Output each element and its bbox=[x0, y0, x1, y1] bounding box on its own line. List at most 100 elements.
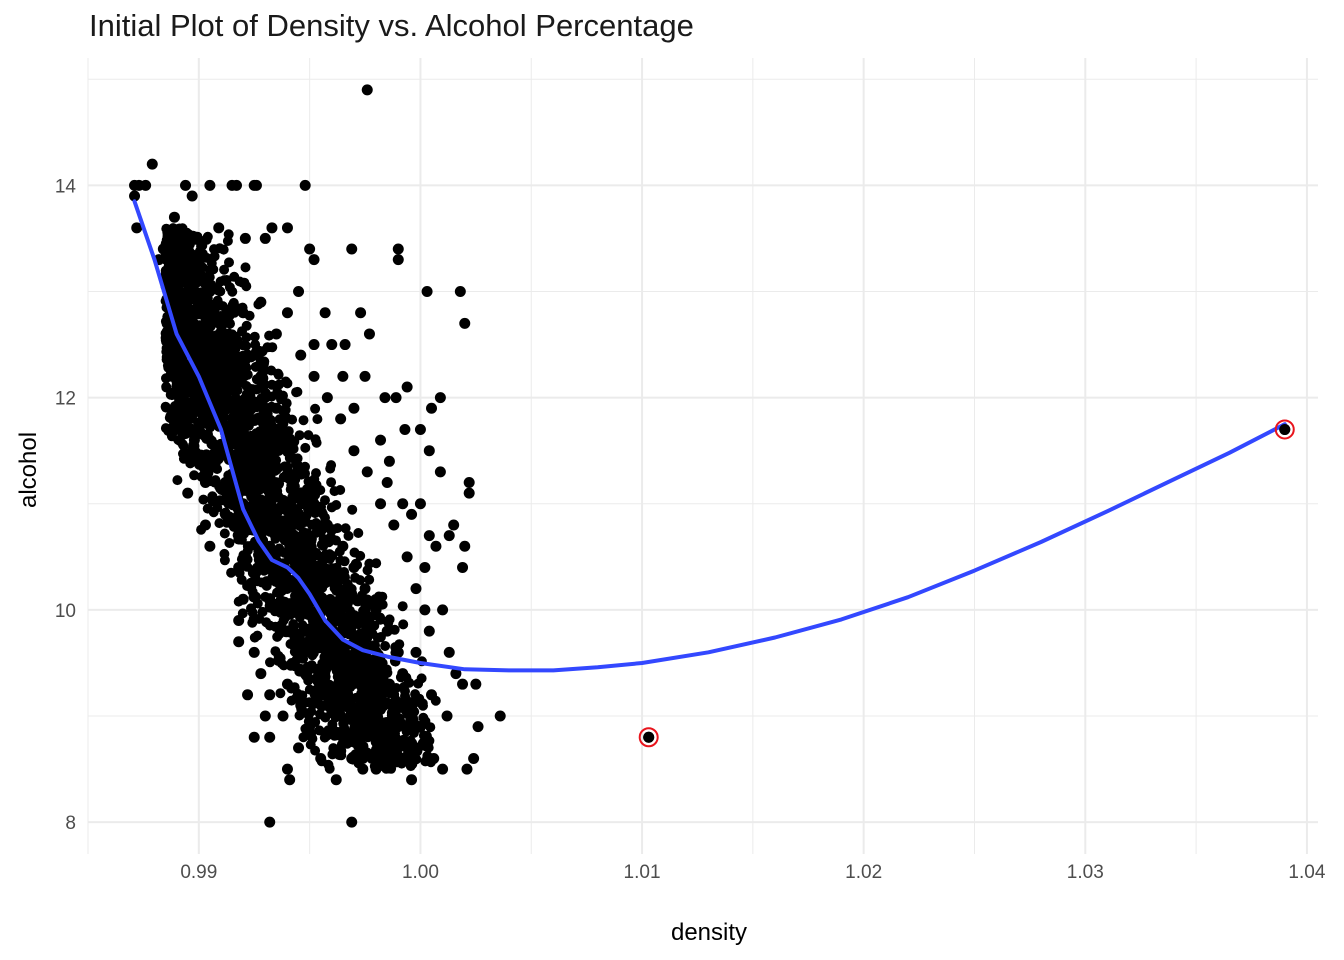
data-point bbox=[410, 646, 422, 658]
y-axis-title: alcohol bbox=[15, 432, 42, 508]
data-point bbox=[308, 370, 320, 382]
data-point bbox=[414, 498, 426, 510]
data-point bbox=[370, 657, 382, 669]
data-point bbox=[211, 445, 223, 457]
data-point bbox=[468, 752, 480, 764]
data-point bbox=[392, 243, 404, 255]
data-point bbox=[470, 678, 482, 690]
data-point bbox=[410, 583, 422, 595]
smooth-line-layer bbox=[132, 199, 1287, 673]
data-point bbox=[352, 721, 364, 733]
y-axis-ticks: 8 10 12 14 bbox=[55, 176, 77, 834]
data-point bbox=[472, 721, 484, 733]
point-cloud bbox=[160, 223, 441, 774]
data-point bbox=[401, 381, 413, 393]
data-point bbox=[157, 243, 169, 255]
data-point bbox=[304, 721, 316, 733]
x-tick-label: 1.00 bbox=[402, 862, 439, 883]
data-point bbox=[348, 561, 360, 573]
data-point bbox=[337, 540, 349, 552]
data-point bbox=[188, 434, 200, 446]
data-point bbox=[454, 285, 466, 297]
data-point bbox=[419, 561, 431, 573]
data-point bbox=[443, 530, 455, 542]
data-point bbox=[375, 498, 387, 510]
data-point bbox=[308, 339, 320, 351]
x-tick-label: 1.04 bbox=[1288, 862, 1325, 883]
data-point bbox=[219, 508, 231, 520]
data-point bbox=[346, 816, 358, 828]
data-point bbox=[339, 339, 351, 351]
data-point bbox=[406, 508, 418, 520]
data-point bbox=[359, 370, 371, 382]
data-point bbox=[162, 317, 174, 329]
data-point bbox=[321, 392, 333, 404]
data-point bbox=[248, 731, 260, 743]
data-point bbox=[255, 296, 267, 308]
data-point bbox=[383, 455, 395, 467]
data-point bbox=[321, 519, 333, 531]
data-point bbox=[419, 604, 431, 616]
data-point bbox=[171, 275, 183, 287]
x-axis-title: density bbox=[671, 919, 747, 946]
data-point bbox=[219, 328, 231, 340]
data-point bbox=[264, 731, 276, 743]
data-point bbox=[361, 466, 373, 478]
data-point bbox=[295, 466, 307, 478]
data-point bbox=[228, 381, 240, 393]
data-point bbox=[146, 158, 158, 170]
data-point bbox=[330, 774, 342, 786]
chart-title: Initial Plot of Density vs. Alcohol Perc… bbox=[89, 8, 694, 43]
data-point bbox=[397, 752, 409, 764]
data-point bbox=[434, 466, 446, 478]
data-point bbox=[177, 392, 189, 404]
data-point bbox=[390, 392, 402, 404]
data-point bbox=[186, 190, 198, 202]
data-point bbox=[131, 222, 143, 234]
data-point bbox=[457, 561, 469, 573]
data-point bbox=[337, 370, 349, 382]
data-point bbox=[461, 763, 473, 775]
outlier-point bbox=[643, 731, 655, 743]
data-point bbox=[423, 530, 435, 542]
data-point bbox=[281, 434, 293, 446]
data-point bbox=[281, 307, 293, 319]
y-tick-label: 10 bbox=[55, 601, 76, 622]
data-point bbox=[171, 423, 183, 435]
data-point bbox=[255, 370, 267, 382]
data-point bbox=[317, 689, 329, 701]
data-point bbox=[344, 668, 356, 680]
data-point bbox=[426, 402, 438, 414]
data-point bbox=[281, 763, 293, 775]
data-point bbox=[259, 232, 271, 244]
data-point bbox=[233, 636, 245, 648]
data-point bbox=[199, 519, 211, 531]
data-point bbox=[437, 604, 449, 616]
x-tick-label: 1.02 bbox=[845, 862, 882, 883]
data-point bbox=[357, 763, 369, 775]
data-point bbox=[401, 551, 413, 563]
data-point bbox=[434, 392, 446, 404]
data-point bbox=[359, 583, 371, 595]
data-point bbox=[330, 710, 342, 722]
x-axis-ticks: 0.99 1.00 1.01 1.02 1.03 1.04 bbox=[180, 862, 1326, 883]
data-point bbox=[166, 370, 178, 382]
data-point bbox=[370, 763, 382, 775]
data-point bbox=[308, 498, 320, 510]
x-tick-label: 0.99 bbox=[180, 862, 217, 883]
data-point bbox=[361, 84, 373, 96]
data-point bbox=[392, 646, 404, 658]
y-tick-label: 14 bbox=[55, 176, 77, 197]
data-point bbox=[339, 731, 351, 743]
data-point bbox=[346, 243, 358, 255]
data-point bbox=[188, 307, 200, 319]
data-point bbox=[290, 583, 302, 595]
data-point bbox=[355, 307, 367, 319]
data-point bbox=[293, 285, 305, 297]
data-point bbox=[326, 339, 338, 351]
data-point bbox=[204, 179, 216, 191]
data-point bbox=[129, 190, 141, 202]
data-point bbox=[270, 328, 282, 340]
data-point bbox=[266, 222, 278, 234]
x-tick-label: 1.03 bbox=[1067, 862, 1104, 883]
